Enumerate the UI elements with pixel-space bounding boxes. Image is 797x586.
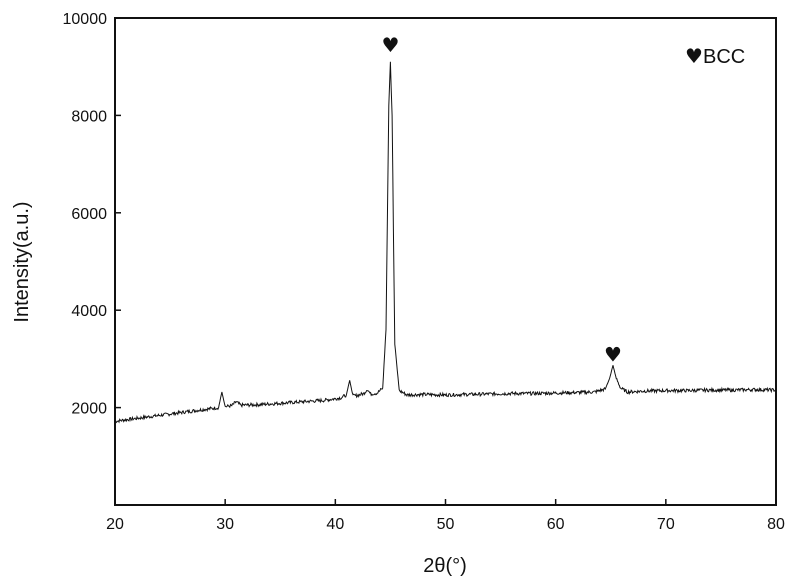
x-tick-label: 60 xyxy=(547,516,565,533)
y-tick-label: 10000 xyxy=(63,11,108,28)
x-axis-ticks: 20 30 40 50 60 70 80 xyxy=(106,499,785,533)
x-tick-label: 50 xyxy=(437,516,455,533)
x-tick-label: 40 xyxy=(326,516,344,533)
peak-annotations: ♥♥ xyxy=(381,33,621,366)
legend-heart-icon: ♥ xyxy=(685,44,703,68)
y-axis-title: Intensity(a.u.) xyxy=(11,201,33,322)
peak-heart-icon: ♥ xyxy=(604,342,622,366)
series-line xyxy=(114,61,777,424)
x-tick-label: 80 xyxy=(767,516,785,533)
x-axis-title: 2θ(°) xyxy=(423,555,467,577)
y-tick-label: 2000 xyxy=(71,401,107,418)
legend-label: BCC xyxy=(703,46,745,68)
legend: ♥ BCC xyxy=(685,44,745,68)
x-tick-label: 70 xyxy=(657,516,675,533)
y-tick-label: 6000 xyxy=(71,206,107,223)
y-axis-ticks: 2000 4000 6000 8000 10000 xyxy=(63,11,121,418)
y-tick-label: 8000 xyxy=(71,108,107,125)
x-tick-label: 30 xyxy=(216,516,234,533)
y-tick-label: 4000 xyxy=(71,303,107,320)
plot-frame xyxy=(114,17,777,506)
x-tick-label: 20 xyxy=(106,516,124,533)
peak-heart-icon: ♥ xyxy=(381,33,399,57)
